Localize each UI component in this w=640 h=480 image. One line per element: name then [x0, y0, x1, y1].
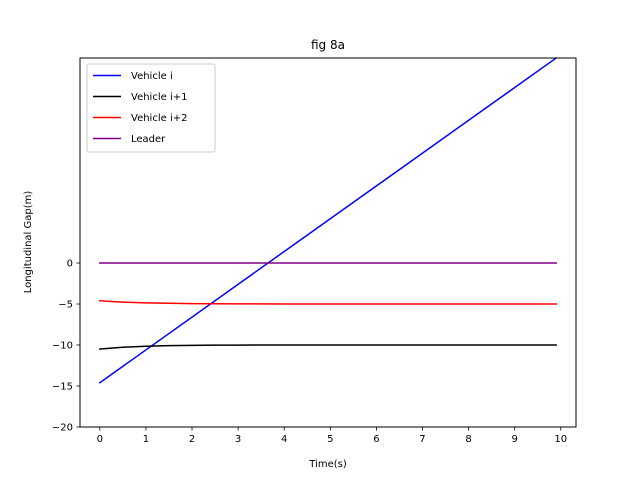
- y-axis-label: Longitudinal Gap(m): [23, 191, 34, 294]
- x-tick-label-0: 0: [97, 434, 103, 445]
- legend-frame: [86, 63, 216, 153]
- y-tick-label-4: 0: [67, 259, 73, 270]
- x-tick-label-10: 10: [554, 434, 567, 445]
- x-axis-label: Time(s): [308, 459, 347, 470]
- y-tick-label-3: −5: [58, 300, 73, 311]
- plot-area-frame: [79, 57, 577, 428]
- legend-label-0: Vehicle i: [131, 71, 173, 82]
- y-axis: −20 −15 −10 −5 0: [52, 259, 80, 434]
- x-tick-label-8: 8: [465, 434, 471, 445]
- series-line-0: [98, 56, 558, 384]
- x-tick-label-1: 1: [143, 434, 149, 445]
- series-line-1: [99, 344, 557, 350]
- legend-label-3: Leader: [131, 134, 166, 145]
- legend-label-1: Vehicle i+1: [131, 92, 187, 103]
- x-axis: 0 1 2 3 4 5 6 7 8 9 10: [97, 427, 567, 445]
- y-tick-label-0: −20: [52, 423, 73, 434]
- plot-lines: [98, 56, 558, 384]
- legend-label-2: Vehicle i+2: [131, 113, 187, 124]
- y-tick-label-2: −10: [52, 341, 73, 352]
- x-tick-label-2: 2: [189, 434, 195, 445]
- legend: Vehicle i Vehicle i+1 Vehicle i+2 Leader: [86, 63, 216, 153]
- y-tick-label-1: −15: [52, 382, 73, 393]
- x-tick-label-5: 5: [327, 434, 333, 445]
- chart-title: fig 8a: [311, 38, 345, 52]
- series-line-2: [99, 299, 557, 305]
- x-tick-label-6: 6: [373, 434, 379, 445]
- x-tick-label-9: 9: [512, 434, 518, 445]
- x-tick-label-3: 3: [235, 434, 241, 445]
- x-tick-label-4: 4: [281, 434, 287, 445]
- x-tick-label-7: 7: [419, 434, 425, 445]
